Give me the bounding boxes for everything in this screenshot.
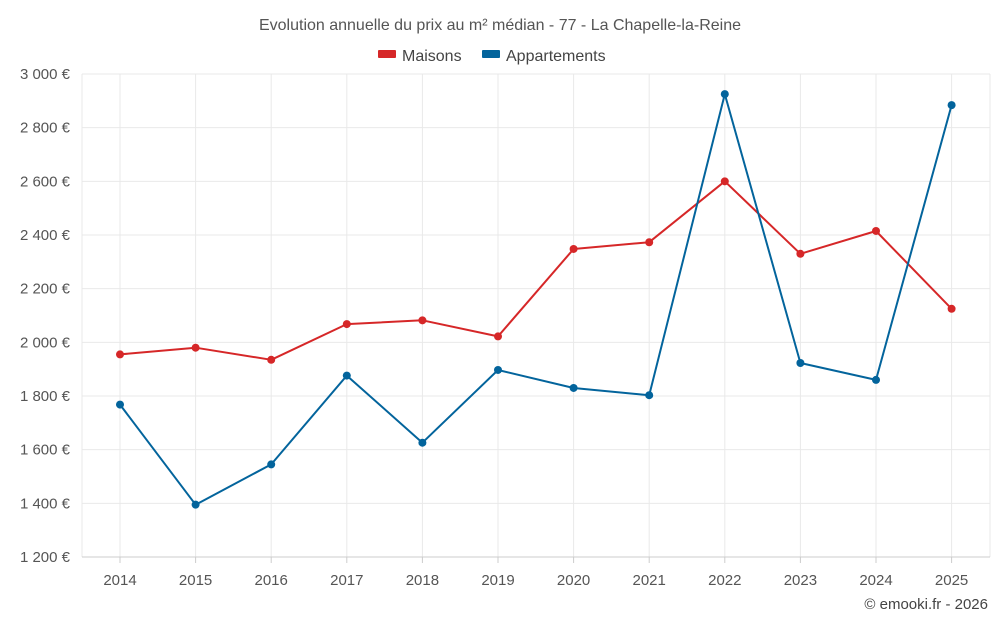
y-tick-label: 1 800 € [20, 388, 71, 405]
data-point-appartements[interactable] [720, 90, 729, 99]
data-point-appartements[interactable] [267, 460, 276, 469]
legend-label-appartements[interactable]: Appartements [506, 48, 606, 65]
y-tick-label: 3 000 € [20, 66, 71, 83]
y-tick-label: 1 200 € [20, 549, 71, 566]
data-point-maisons[interactable] [342, 320, 351, 329]
data-point-maisons[interactable] [947, 304, 956, 313]
legend-swatch-maisons[interactable] [378, 50, 396, 58]
data-point-appartements[interactable] [342, 371, 351, 380]
data-point-appartements[interactable] [569, 383, 578, 392]
data-point-appartements[interactable] [116, 400, 124, 409]
data-point-appartements[interactable] [796, 358, 805, 367]
y-tick-label: 2 200 € [20, 281, 71, 298]
data-point-appartements[interactable] [494, 365, 502, 374]
data-point-appartements[interactable] [191, 500, 200, 509]
series-line-maisons [119, 180, 953, 361]
y-tick-label: 2 800 € [20, 120, 71, 137]
data-point-maisons[interactable] [116, 350, 124, 359]
data-point-maisons[interactable] [645, 238, 654, 247]
x-tick-label: 2023 [784, 572, 817, 589]
y-tick-label: 1 400 € [20, 495, 71, 512]
data-point-maisons[interactable] [720, 177, 729, 186]
data-point-maisons[interactable] [267, 355, 276, 364]
credit-text: © emooki.fr - 2026 [864, 596, 988, 613]
x-tick-label: 2022 [708, 572, 741, 589]
y-tick-label: 2 400 € [20, 227, 71, 244]
x-tick-label: 2025 [935, 572, 968, 589]
data-point-appartements[interactable] [872, 375, 880, 384]
data-point-maisons[interactable] [569, 244, 578, 253]
series-maisons [116, 177, 956, 364]
data-point-maisons[interactable] [796, 249, 805, 258]
x-tick-label: 2017 [330, 572, 363, 589]
y-axis: 3 000 € 2 800 € 2 600 € 2 400 € 2 200 € 2 000… [20, 66, 71, 566]
data-point-appartements[interactable] [947, 101, 956, 110]
x-tick-label: 2021 [633, 572, 666, 589]
x-tick-label: 2020 [557, 572, 590, 589]
y-tick-label: 1 600 € [20, 442, 71, 459]
x-tick-label: 2016 [255, 572, 288, 589]
data-point-maisons[interactable] [191, 343, 200, 352]
series-appartements [116, 90, 956, 509]
x-tick-label: 2015 [179, 572, 212, 589]
y-tick-label: 2 600 € [20, 173, 71, 190]
x-axis: 2014 2015 2016 2017 2018 2019 2020 2021 2022 2023… [82, 556, 990, 589]
chart-title: Evolution annuelle du prix au m² médian … [259, 17, 741, 34]
data-point-appartements[interactable] [418, 438, 427, 447]
data-point-maisons[interactable] [494, 332, 502, 341]
data-point-maisons[interactable] [418, 316, 427, 325]
legend-label-maisons[interactable]: Maisons [402, 48, 462, 65]
x-tick-label: 2024 [859, 572, 892, 589]
x-tick-label: 2014 [103, 572, 136, 589]
y-tick-label: 2 000 € [20, 334, 71, 351]
gridlines [81, 73, 991, 558]
legend-swatch-appartements[interactable] [482, 50, 500, 58]
series [116, 90, 956, 509]
x-tick-label: 2018 [406, 572, 439, 589]
data-point-appartements[interactable] [645, 391, 654, 400]
series-line-appartements [119, 93, 953, 506]
data-point-maisons[interactable] [872, 226, 880, 235]
legend: Maisons Appartements [378, 48, 606, 65]
x-tick-label: 2019 [481, 572, 514, 589]
